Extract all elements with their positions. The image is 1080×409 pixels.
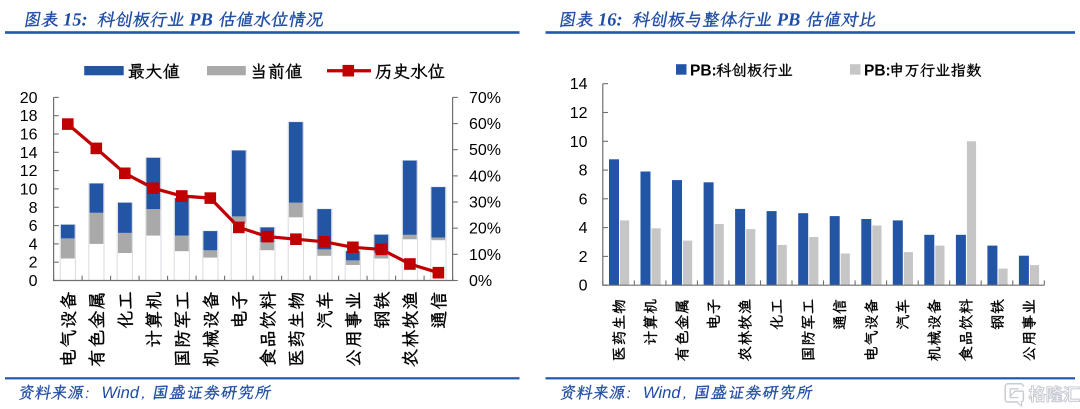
svg-text:2: 2	[29, 255, 38, 272]
svg-text:30%: 30%	[469, 195, 501, 212]
svg-text:PB:: PB:	[690, 63, 717, 80]
svg-text:18: 18	[20, 108, 38, 125]
svg-text:2: 2	[579, 249, 588, 266]
svg-text:0%: 0%	[469, 273, 492, 290]
svg-text:6: 6	[29, 218, 38, 235]
svg-text:0: 0	[579, 278, 588, 295]
svg-text:14: 14	[570, 76, 588, 93]
svg-text:60%: 60%	[469, 116, 501, 133]
svg-text:4: 4	[579, 220, 588, 237]
svg-text:70%: 70%	[469, 90, 501, 107]
svg-text:8: 8	[29, 200, 38, 217]
svg-text:10: 10	[20, 181, 38, 198]
svg-text:6: 6	[579, 191, 588, 208]
svg-text:4: 4	[29, 236, 38, 253]
svg-text:10%: 10%	[469, 247, 501, 264]
svg-text:20: 20	[20, 90, 38, 107]
svg-text:14: 14	[20, 145, 38, 162]
svg-text:16: 16	[20, 127, 38, 144]
svg-text:40%: 40%	[469, 168, 501, 185]
svg-text:50%: 50%	[469, 142, 501, 159]
svg-text:0: 0	[29, 273, 38, 290]
svg-text:PB:: PB:	[864, 63, 891, 80]
svg-text:8: 8	[579, 163, 588, 180]
svg-text:10: 10	[570, 134, 588, 151]
svg-text:12: 12	[20, 163, 38, 180]
svg-text:20%: 20%	[469, 221, 501, 238]
svg-text:12: 12	[570, 105, 588, 122]
